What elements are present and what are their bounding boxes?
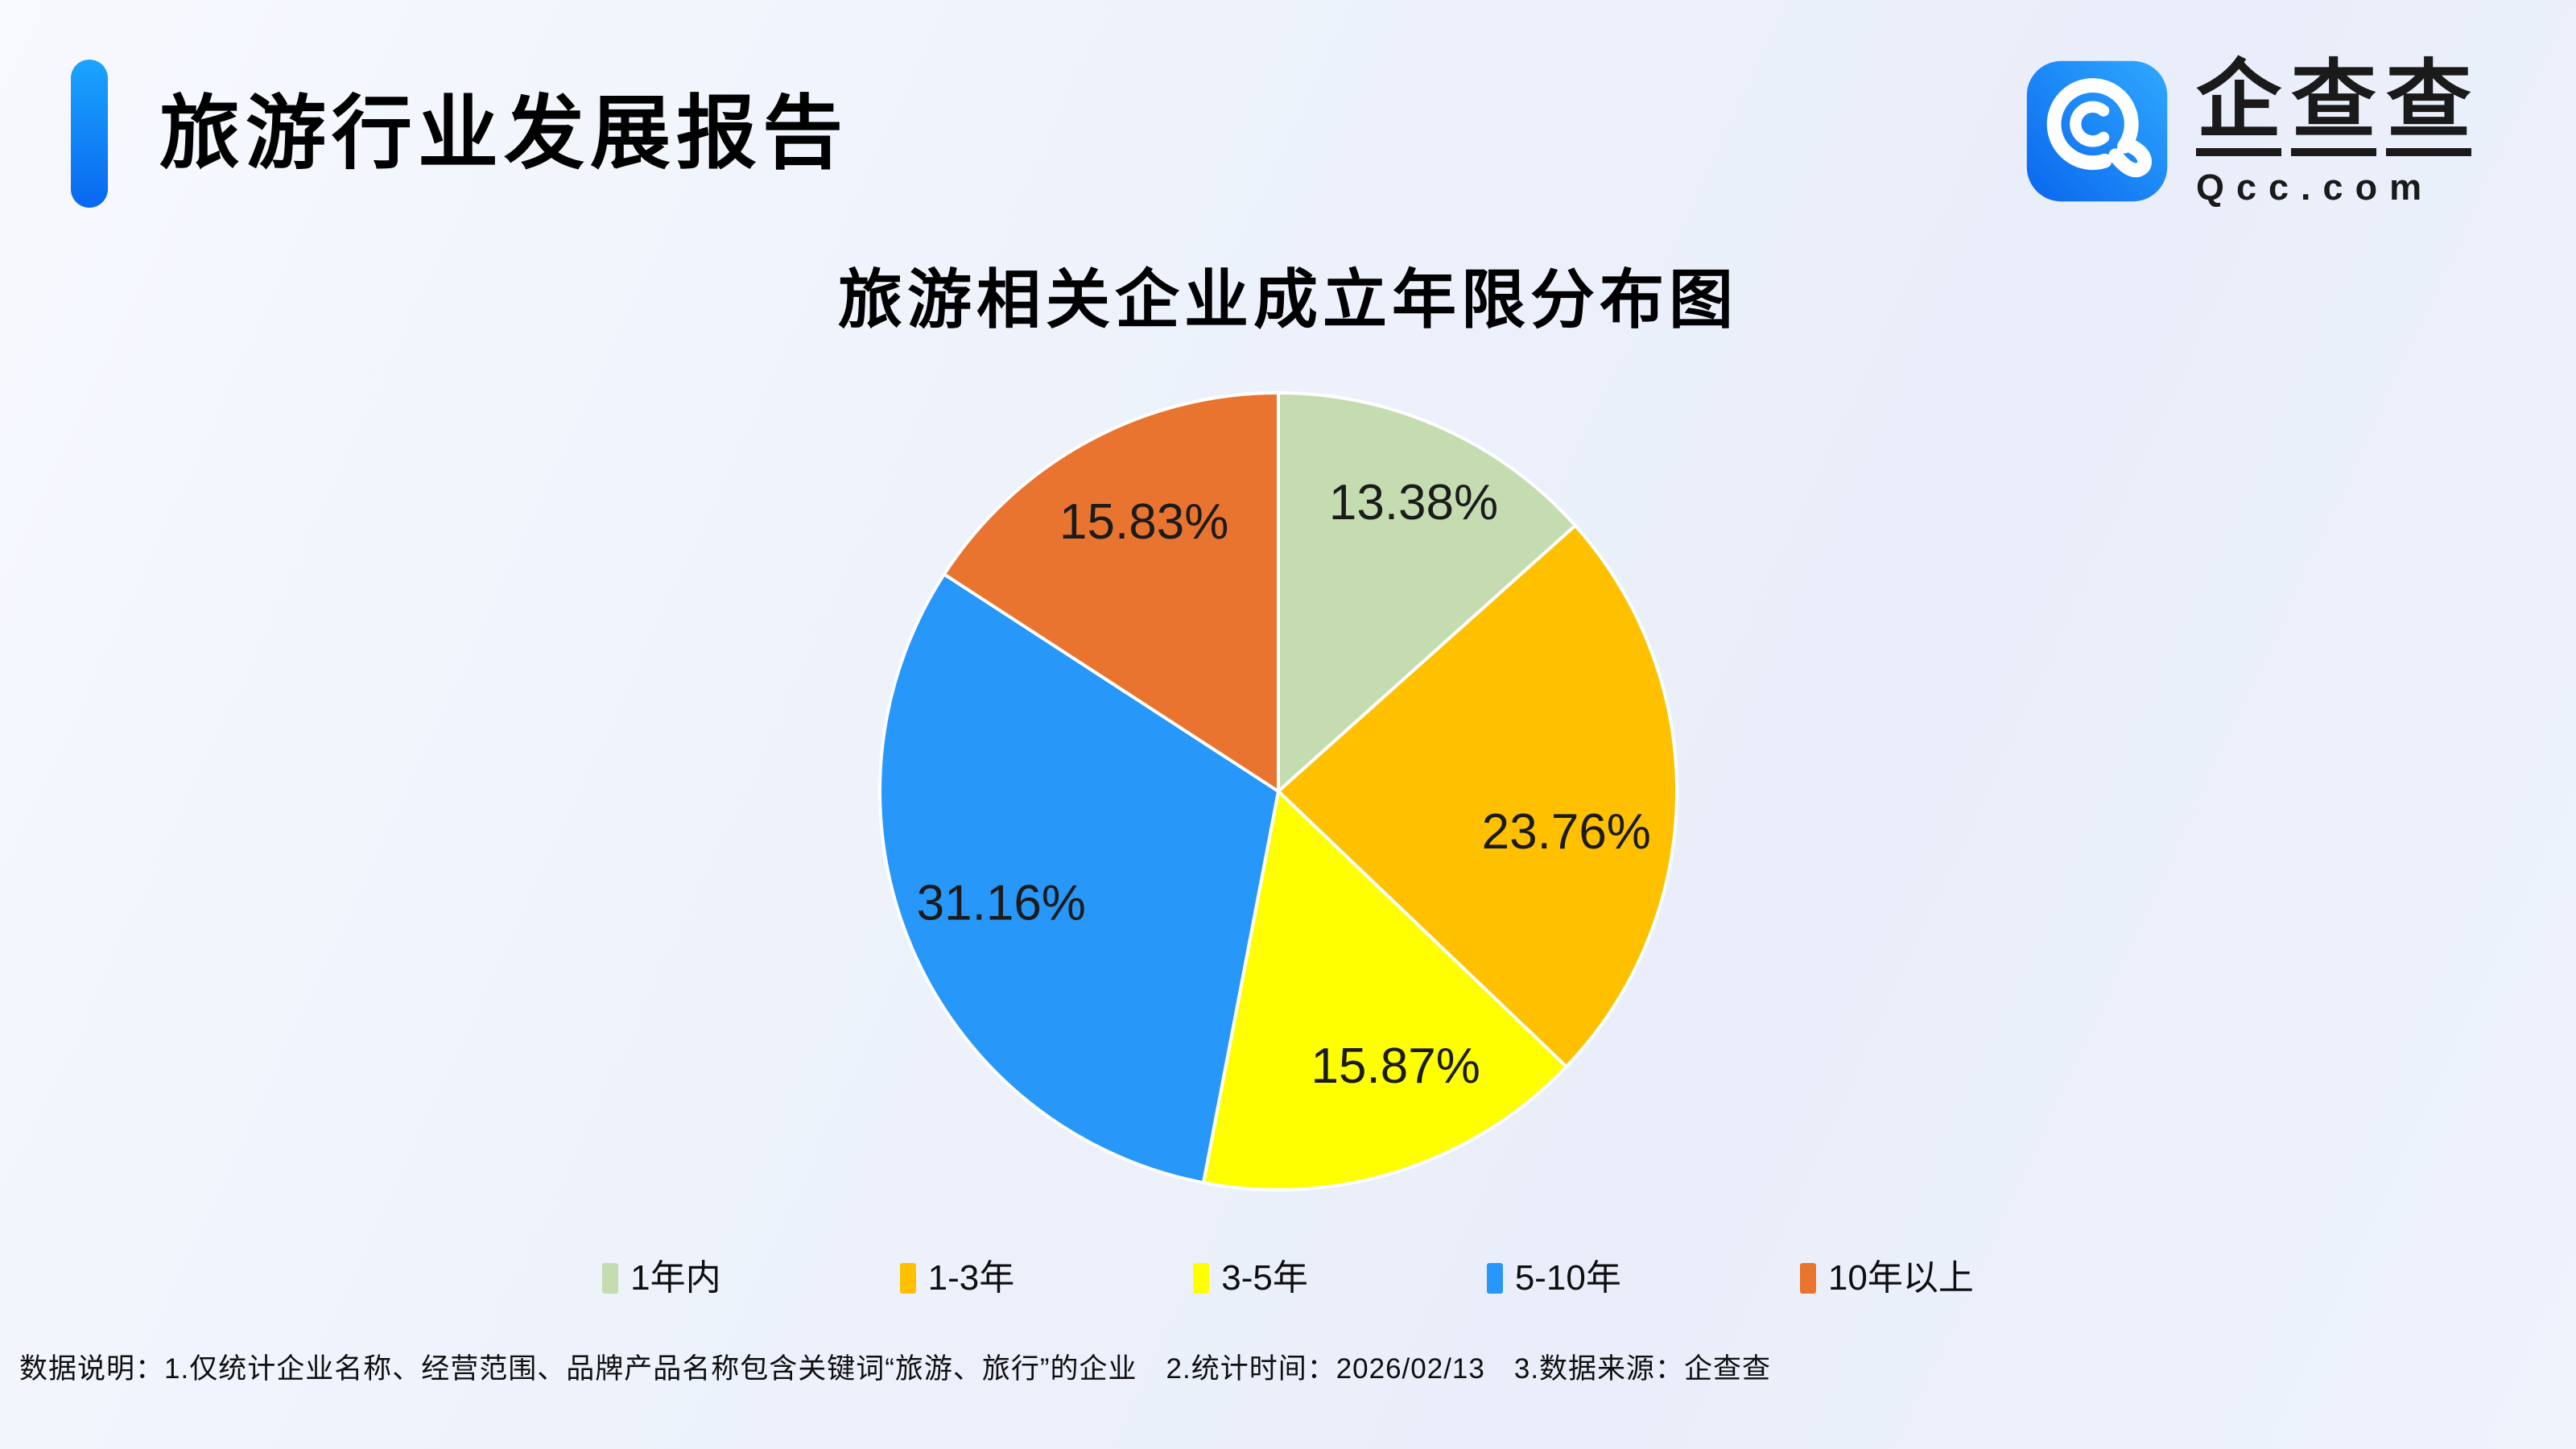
pie-slice-label: 13.38%	[1329, 475, 1498, 530]
legend-swatch-icon	[602, 1263, 619, 1294]
brand-text: 企查查 Qcc.com	[2196, 58, 2471, 208]
pie-slice-1	[1277, 391, 1577, 793]
pie-slice-5	[942, 391, 1280, 793]
brand-name-char: 查	[2291, 58, 2376, 156]
page-title: 旅游行业发展报告	[159, 88, 848, 179]
legend-label: 1年内	[630, 1258, 721, 1298]
qcc-logo-icon	[2026, 60, 2168, 202]
legend-item-3: 3-5年	[1193, 1261, 1308, 1296]
brand-logo: 企查查 Qcc.com	[2025, 58, 2471, 208]
brand-domain: Qcc.com	[2196, 167, 2434, 208]
footnote: 数据说明：1.仅统计企业名称、经营范围、品牌产品名称包含关键词“旅游、旅行”的企…	[19, 1353, 1772, 1385]
legend-item-5: 10年以上	[1799, 1258, 1974, 1298]
chart-title: 旅游相关企业成立年限分布图	[838, 264, 1738, 336]
legend-label: 3-5年	[1221, 1258, 1308, 1298]
legend-swatch-icon	[1193, 1263, 1210, 1294]
pie-slice-4	[878, 572, 1280, 1185]
legend-swatch-icon	[899, 1263, 916, 1294]
pie-svg: 13.38% 23.76% 15.87% 31.16% 15.83%	[878, 391, 1678, 1191]
legend-item-1: 1年内	[602, 1258, 721, 1298]
header: 旅游行业发展报告	[71, 60, 848, 208]
brand-name-char: 企	[2196, 58, 2281, 156]
legend-swatch-icon	[1486, 1263, 1503, 1294]
brand-name: 企查查	[2196, 58, 2471, 156]
pie-slice-3	[1201, 790, 1568, 1191]
legend-item-4: 5-10年	[1486, 1258, 1621, 1298]
chart-legend: 1年内 1-3年 3-5年 5-10年 10年以上	[0, 1261, 2576, 1296]
pie-chart: 13.38% 23.76% 15.87% 31.16% 15.83%	[876, 389, 1681, 1194]
legend-swatch-icon	[1799, 1263, 1816, 1294]
legend-label: 10年以上	[1827, 1258, 1974, 1298]
legend-label: 5-10年	[1514, 1258, 1621, 1298]
brand-name-char: 查	[2386, 58, 2471, 156]
title-accent-bar	[71, 60, 108, 208]
pie-slice-label: 15.83%	[1059, 494, 1228, 550]
pie-slice-2	[1277, 523, 1678, 1069]
pie-slice-label: 15.87%	[1311, 1038, 1480, 1094]
pie-slice-label: 31.16%	[917, 876, 1086, 931]
legend-label: 1-3年	[927, 1258, 1015, 1298]
legend-item-2: 1-3年	[899, 1258, 1015, 1298]
pie-slice-label: 23.76%	[1482, 804, 1651, 860]
